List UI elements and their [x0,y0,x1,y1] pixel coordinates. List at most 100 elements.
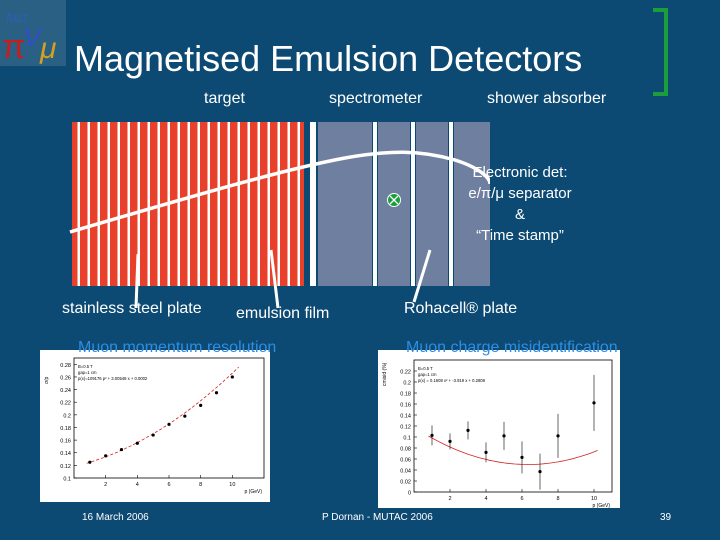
accent-bracket [651,8,669,96]
logo-nu: ν [24,16,41,54]
electronic-line-2: e/π/μ separator [468,185,572,202]
logo-fact: fact [6,10,28,25]
y-tick-label: 0.02 [400,480,411,486]
x-axis-label: p (GeV) [592,503,610,508]
label-emulsion: emulsion film [236,305,330,322]
x-tick-label: 10 [229,482,235,488]
y-tick-label: 0 [408,491,411,497]
footer-author: P Dornan - MUTAC 2006 [322,512,433,523]
charge-misid-chart: 0 0.02 0.04 0.06 0.08 0.1 0.12 0.14 0.16 0.18 0.2 0… [382,359,613,509]
data-point [151,433,155,437]
rohacell-plate-3 [411,122,415,286]
data-point [214,391,219,395]
spectrometer-gap-1 [318,122,372,286]
x-tick-label: 6 [167,482,170,488]
y-axis-label: cmisid (%) [382,362,388,386]
data-point [556,434,560,438]
spectrometer-gap-4 [454,122,490,286]
data-point [520,455,524,459]
muon-track [69,150,492,234]
logo-graphic: fact π ν μ [0,0,66,66]
electronic-line-3: & [514,206,525,223]
x-tick-label: 4 [136,482,139,488]
logo-pi: π [2,28,25,66]
y-tick-label: 0.12 [60,464,71,470]
data-point [135,441,139,445]
x-tick-label: 2 [448,496,451,502]
electronic-line-4: “Time stamp” [476,227,564,244]
x-tick-label: 6 [520,496,523,502]
data-point [230,375,234,379]
data-point [104,454,108,458]
y-tick-label: 0.08 [400,447,411,453]
data-point [466,428,470,432]
y-axis-label: σ/p [44,377,50,384]
x-axis-label: p (GeV) [244,489,262,495]
pointer-lines [120,240,450,320]
electronic-detector-text: Electronic det: e/π/μ separator & “Time … [452,162,588,246]
detector-diagram [60,118,492,318]
stats-line: p(x) = 0.1608 x² + -3.919 x + 0.2808 [418,378,486,383]
y-tick-label: 0.06 [400,458,411,464]
charge-misid-panel: 0 0.02 0.04 0.06 0.08 0.1 0.12 0.14 0.16 0.18 0.2 0… [378,350,620,509]
data-point [502,434,506,438]
stats-line: gap=1 cm [418,372,437,377]
fit-curve [86,366,239,464]
target-block [72,122,304,286]
y-tick-label: 0.2 [63,413,71,419]
data-point [538,470,542,474]
y-tick-label: 0.12 [400,425,411,431]
spectrometer-gap-3 [416,122,448,286]
label-stainless: stainless steel plate [62,300,202,317]
y-tick-label: 0.26 [60,375,71,381]
y-tick-label: 0.18 [60,426,71,432]
y-tick-label: 0.04 [400,469,411,475]
y-tick-label: 0.16 [60,439,71,445]
data-point [167,422,171,426]
y-tick-label: 0.22 [400,370,411,376]
stats-line: p(x)=109176 p² + 3.00548 x + 0.0002 [78,376,148,381]
data-point [199,403,203,407]
y-tick-label: 0.18 [400,392,411,398]
data-point [448,439,452,443]
logo-mu: μ [39,32,56,65]
x-tick-label: 2 [104,482,107,488]
y-tick-label: 0.14 [400,414,411,420]
electronic-line-1: Electronic det: [472,164,568,181]
data-point [88,460,92,464]
momentum-resolution-panel: 0.1 0.12 0.14 0.16 0.18 0.2 0.22 0.24 0.26 0.28 2 4… [40,350,270,502]
label-target: target [204,90,245,107]
y-tick-label: 0.14 [60,451,71,457]
x-tick-label: 4 [484,496,487,502]
stats-line: gap=1 cm [78,370,97,375]
y-tick-label: 0.24 [60,388,71,394]
momentum-resolution-title: Muon momentum resolution [78,339,277,356]
rohacell-plate-4 [449,122,453,286]
y-tick-label: 0.2 [403,381,411,387]
data-point [119,447,124,452]
data-point [484,450,488,454]
stats-line: B=0.5 T [418,366,433,371]
charge-misid-title: Muon charge misidentification [406,339,618,356]
x-tick-label: 10 [591,496,597,502]
y-tick-label: 0.16 [400,403,411,409]
rohacell-plate-2 [373,122,377,286]
y-tick-label: 0.28 [60,363,71,369]
y-tick-label: 0.1 [403,436,411,442]
data-point [183,414,187,418]
fit-curve [428,435,598,465]
x-tick-label: 8 [556,496,559,502]
footer-date: 16 March 2006 [82,512,149,523]
label-shower-absorber: shower absorber [487,90,607,107]
slide-title: Magnetised Emulsion Detectors [74,38,583,79]
pointer-rohacell [412,249,432,303]
momentum-resolution-chart: 0.1 0.12 0.14 0.16 0.18 0.2 0.22 0.24 0.26 0.28 2 4… [44,357,265,495]
factnumu-logo: fact π ν μ [0,0,66,66]
y-tick-label: 0.22 [60,401,71,407]
y-tick-label: 0.1 [63,477,71,483]
x-tick-label: 8 [199,482,202,488]
label-spectrometer: spectrometer [329,90,423,107]
data-point [592,401,596,405]
detector-svg [69,122,492,286]
label-rohacell: Rohacell® plate [404,300,518,317]
